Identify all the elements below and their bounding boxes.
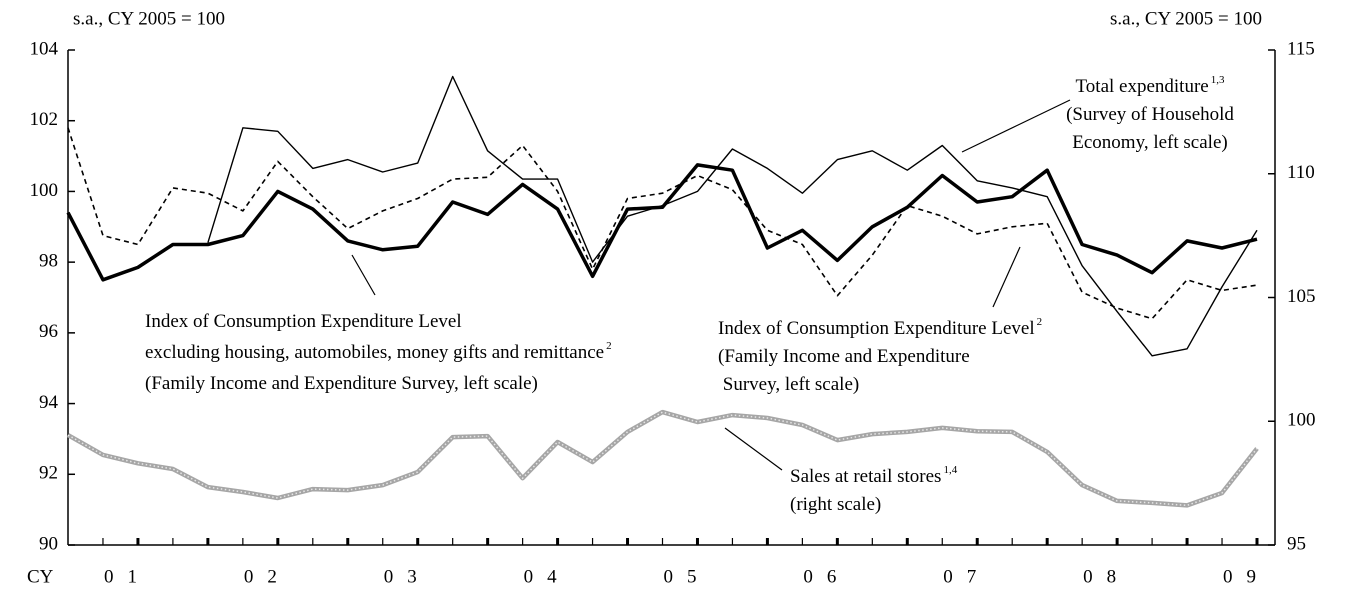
annotation-sup: 1,4 [943,464,957,476]
y-tick-label: 100 [30,180,59,201]
annotation: Total expenditure 1,3 (Survey of Household… [1066,74,1234,154]
series-line [66,409,1259,508]
annotation-text: Sales at retail stores [790,466,941,487]
annotation-line: Index of Consumption Expenditure Level [145,311,462,332]
annotation: Index of Consumption Expenditure Level ex… [145,311,612,394]
leaders [351,99,1071,471]
annotation-text: excluding housing, automobiles, money gi… [145,342,604,363]
x-tick-label: 09 [1223,566,1270,587]
annotation-sup: 2 [1037,316,1043,328]
annotation-text: Index of Consumption Expenditure Level [718,318,1035,339]
leader-line [961,99,1071,153]
y-tick-label: 104 [30,38,59,59]
y2-tick-label: 115 [1287,38,1315,59]
annotation-line: (right scale) [790,494,881,515]
annotation-line: Index of Consumption Expenditure Level 2 [718,316,1042,340]
y-tick-label: 96 [39,321,58,342]
annotation-line: Survey, left scale) [718,374,859,395]
annotation-line: Sales at retail stores 1,4 [790,464,958,488]
series-line [67,127,1258,320]
series-line [66,163,1258,282]
annotation-sup: 2 [606,340,612,352]
right-axis-label: s.a., CY 2005 = 100 [1110,8,1262,29]
annotation-text: (Family Income and Expenditure Survey, l… [145,373,538,394]
y2-tick-label: 105 [1287,286,1316,307]
annotation: Index of Consumption Expenditure Level 2 (… [718,316,1042,396]
annotation-line: Total expenditure 1,3 [1076,74,1225,98]
annotation-text: (right scale) [790,494,881,515]
annotation-text: (Family Income and Expenditure [718,346,970,367]
leader-line [724,427,783,471]
x-tick-label: 06 [803,566,850,587]
leader-line [351,254,376,296]
y-tick-label: 102 [30,109,59,130]
annotation-line: (Survey of Household [1066,104,1234,125]
y2-tick-label: 110 [1287,162,1315,183]
y-tick-label: 90 [39,533,58,554]
annotation-text: Economy, left scale) [1072,132,1227,153]
x-tick-label: 04 [524,566,571,587]
x-tick-label: 05 [663,566,710,587]
series-line [207,75,1258,357]
annotation-line: Economy, left scale) [1072,132,1227,153]
x-tick-label: 07 [943,566,990,587]
x-axis-label: CY [27,566,54,587]
annotation-text: Survey, left scale) [718,374,859,395]
annotation-line: (Family Income and Expenditure [718,346,970,367]
annotation-text: (Survey of Household [1066,104,1234,125]
y2-tick-label: 100 [1287,410,1316,431]
y-tick-label: 92 [39,463,58,484]
x-tick-label: 03 [384,566,431,587]
annotation-line: (Family Income and Expenditure Survey, l… [145,373,538,394]
annotation-line: excluding housing, automobiles, money gi… [145,340,612,364]
annotation-text: Total expenditure [1076,76,1209,97]
x-tick-label: 08 [1083,566,1130,587]
y2-tick-label: 95 [1287,533,1306,554]
y-tick-label: 98 [39,251,58,272]
x-tick-label: 01 [104,566,151,587]
annotation: Sales at retail stores 1,4 (right scale) [790,464,958,516]
annotation-text: Index of Consumption Expenditure Level [145,311,462,332]
left-axis-label: s.a., CY 2005 = 100 [73,8,225,29]
x-tick-label: 02 [244,566,291,587]
annotation-sup: 1,3 [1211,74,1225,86]
y-tick-label: 94 [39,392,59,413]
leader-line [992,246,1021,308]
